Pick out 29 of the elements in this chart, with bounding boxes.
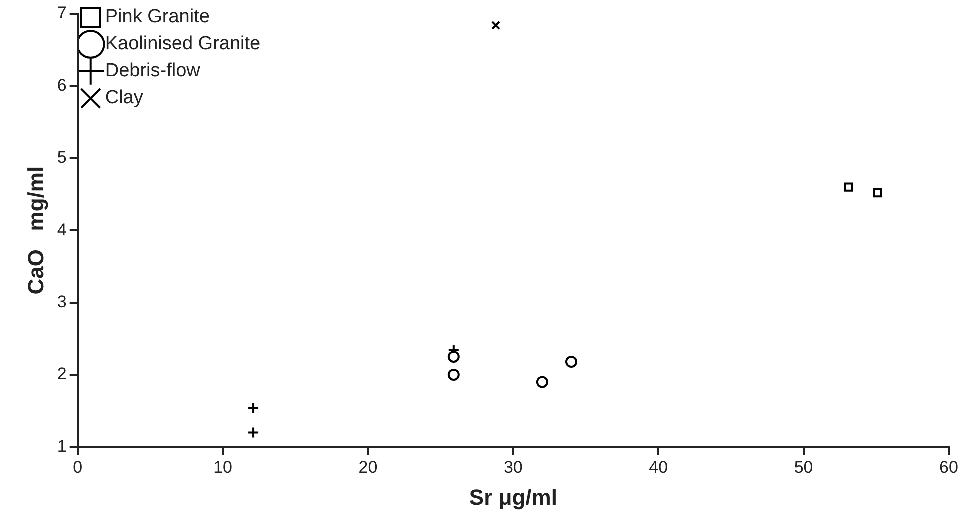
x-tick-label: 50 — [794, 458, 814, 478]
y-tick-label: 2 — [57, 364, 67, 384]
y-tick-label: 5 — [57, 148, 67, 168]
point — [491, 21, 501, 30]
x-tick-label: 60 — [940, 458, 958, 478]
point — [536, 376, 548, 388]
point — [566, 356, 578, 368]
x-tick-label: 40 — [649, 458, 668, 478]
x-tick-label: 0 — [73, 458, 83, 478]
y-tick-label: 3 — [57, 292, 67, 312]
point — [873, 188, 882, 198]
point — [448, 350, 460, 363]
x-tick-label: 20 — [358, 458, 378, 478]
point — [844, 182, 854, 192]
legend-label: Pink Granite — [105, 6, 210, 28]
point — [448, 369, 460, 381]
x-tick-label: 30 — [504, 458, 523, 478]
legend-label: Kaolinised Granite — [105, 34, 261, 55]
y-tick-label: 4 — [57, 220, 67, 240]
x-axis-title: Sr μg/ml — [469, 484, 558, 510]
x-tick-label: 10 — [214, 458, 233, 478]
y-tick-label: 6 — [57, 76, 67, 95]
legend-label: Clay — [105, 88, 144, 109]
y-tick-label: 7 — [57, 4, 67, 23]
point — [248, 426, 260, 439]
y-axis-title: CaO mg/ml — [23, 166, 48, 295]
point — [248, 402, 260, 414]
legend-label: Debris-flow — [105, 60, 201, 82]
y-tick-label: 1 — [57, 436, 67, 456]
